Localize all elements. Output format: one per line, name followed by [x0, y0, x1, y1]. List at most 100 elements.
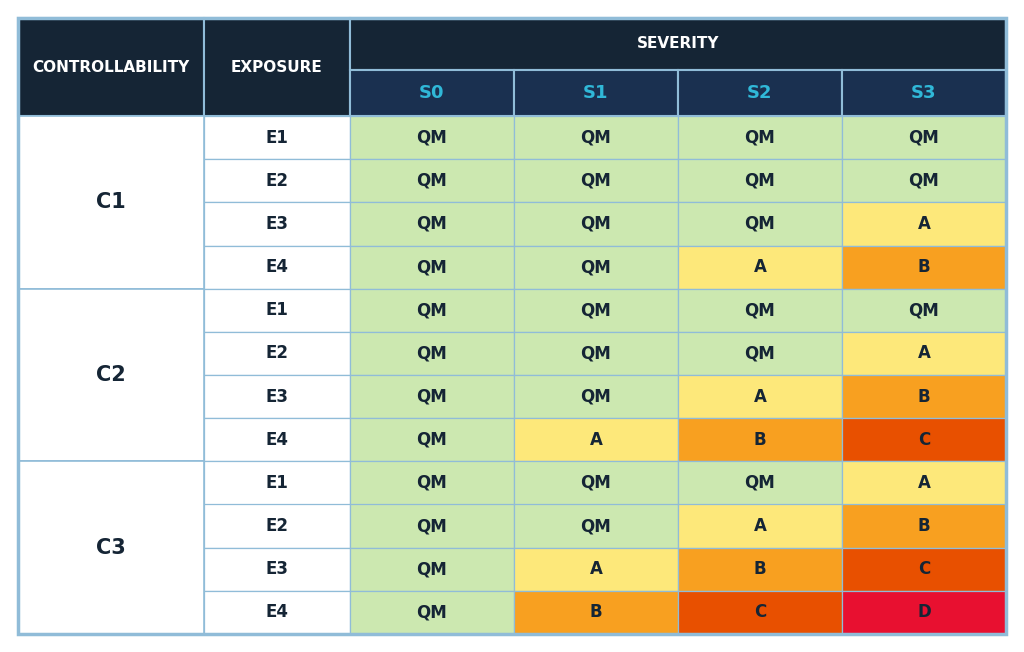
Bar — [514, 332, 678, 375]
Bar — [678, 159, 842, 202]
Text: B: B — [590, 603, 602, 621]
Bar — [678, 246, 842, 289]
Bar — [350, 70, 514, 116]
Text: S1: S1 — [584, 84, 608, 102]
Bar — [204, 159, 350, 202]
Bar — [204, 202, 350, 246]
Text: EXPOSURE: EXPOSURE — [231, 59, 323, 74]
Text: QM: QM — [581, 517, 611, 535]
Bar — [514, 202, 678, 246]
Bar — [204, 18, 350, 116]
Text: E1: E1 — [265, 474, 289, 492]
Bar — [204, 591, 350, 634]
Bar — [350, 289, 514, 332]
Bar — [678, 375, 842, 418]
Bar — [842, 548, 1006, 591]
Text: QM: QM — [581, 344, 611, 363]
Bar — [514, 591, 678, 634]
Text: QM: QM — [417, 301, 447, 319]
Bar — [678, 591, 842, 634]
Bar — [842, 375, 1006, 418]
Bar — [18, 116, 204, 289]
Bar — [842, 202, 1006, 246]
Bar — [350, 246, 514, 289]
Text: QM: QM — [908, 128, 939, 147]
Text: QM: QM — [417, 603, 447, 621]
Text: C: C — [918, 560, 930, 578]
Bar — [350, 375, 514, 418]
Text: QM: QM — [744, 128, 775, 147]
Text: QM: QM — [417, 387, 447, 406]
Text: C2: C2 — [96, 365, 126, 385]
Text: QM: QM — [417, 171, 447, 190]
Bar — [514, 289, 678, 332]
Bar — [842, 70, 1006, 116]
Bar — [204, 418, 350, 462]
Bar — [350, 18, 1006, 70]
Text: A: A — [918, 344, 931, 363]
Bar — [842, 332, 1006, 375]
Bar — [678, 418, 842, 462]
Bar — [350, 202, 514, 246]
Bar — [514, 116, 678, 159]
Bar — [842, 246, 1006, 289]
Bar — [842, 289, 1006, 332]
Text: A: A — [754, 517, 766, 535]
Bar — [842, 418, 1006, 462]
Bar — [678, 505, 842, 548]
Bar — [350, 462, 514, 505]
Bar — [204, 289, 350, 332]
Text: QM: QM — [417, 128, 447, 147]
Text: E2: E2 — [265, 171, 289, 190]
Text: QM: QM — [417, 215, 447, 233]
Text: A: A — [754, 387, 766, 406]
Text: QM: QM — [744, 171, 775, 190]
Bar — [350, 332, 514, 375]
Text: C: C — [918, 431, 930, 449]
Text: QM: QM — [744, 474, 775, 492]
Text: E4: E4 — [265, 603, 289, 621]
Text: E3: E3 — [265, 215, 289, 233]
Bar — [204, 548, 350, 591]
Text: QM: QM — [581, 301, 611, 319]
Bar — [678, 202, 842, 246]
Bar — [842, 505, 1006, 548]
Bar — [678, 548, 842, 591]
Bar — [204, 332, 350, 375]
Text: QM: QM — [417, 431, 447, 449]
Text: QM: QM — [744, 215, 775, 233]
Bar — [18, 462, 204, 634]
Text: A: A — [590, 560, 602, 578]
Bar — [204, 505, 350, 548]
Text: QM: QM — [417, 474, 447, 492]
Text: S0: S0 — [419, 84, 444, 102]
Text: S3: S3 — [911, 84, 937, 102]
Text: QM: QM — [581, 171, 611, 190]
Text: QM: QM — [417, 258, 447, 276]
Text: QM: QM — [744, 301, 775, 319]
Bar — [678, 70, 842, 116]
Bar — [842, 591, 1006, 634]
Text: QM: QM — [581, 215, 611, 233]
Bar — [350, 159, 514, 202]
Bar — [514, 159, 678, 202]
Text: E4: E4 — [265, 258, 289, 276]
Bar — [18, 18, 204, 116]
Bar — [678, 289, 842, 332]
Bar — [350, 548, 514, 591]
Text: QM: QM — [581, 258, 611, 276]
Bar — [678, 332, 842, 375]
Bar — [678, 116, 842, 159]
Text: QM: QM — [908, 301, 939, 319]
Text: E1: E1 — [265, 128, 289, 147]
Text: B: B — [754, 560, 766, 578]
Bar — [842, 462, 1006, 505]
Bar — [204, 246, 350, 289]
Text: B: B — [918, 387, 931, 406]
Bar — [350, 505, 514, 548]
Bar — [350, 418, 514, 462]
Text: E1: E1 — [265, 301, 289, 319]
Bar — [842, 159, 1006, 202]
Bar — [678, 462, 842, 505]
Text: QM: QM — [581, 474, 611, 492]
